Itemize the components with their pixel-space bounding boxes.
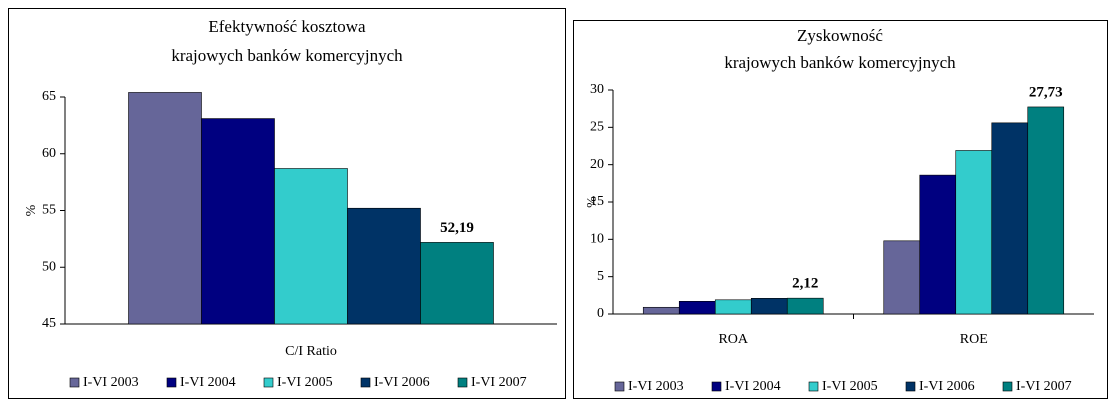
- legend-label: I-VI 2006: [919, 379, 975, 394]
- panel-frame: [573, 20, 1108, 399]
- bar: [128, 92, 202, 325]
- legend-swatch: [166, 377, 177, 388]
- legend-swatch: [1002, 381, 1013, 392]
- x-tick-label: ROE: [960, 332, 988, 347]
- y-axis-label: %: [24, 204, 39, 216]
- y-tick-label: 10: [590, 232, 604, 247]
- legend-label: I-VI 2004: [725, 379, 781, 394]
- bar: [678, 301, 716, 315]
- chart-title: krajowych banków komercyjnych: [724, 53, 956, 72]
- legend-label: I-VI 2007: [471, 375, 527, 390]
- legend-swatch: [69, 377, 80, 388]
- x-tick-label: C/I Ratio: [285, 344, 337, 359]
- legend-label: I-VI 2003: [83, 375, 139, 390]
- bar: [1027, 106, 1065, 315]
- legend-label: I-VI 2006: [374, 375, 430, 390]
- legend-swatch: [263, 377, 274, 388]
- legend-swatch: [808, 381, 819, 392]
- y-tick-label: 30: [590, 82, 604, 97]
- data-label: 2,12: [792, 276, 818, 292]
- bar: [274, 168, 348, 325]
- legend-label: I-VI 2005: [822, 379, 878, 394]
- y-tick-label: 60: [42, 146, 56, 161]
- data-label: 27,73: [1029, 84, 1063, 100]
- data-label: 52,19: [440, 220, 474, 236]
- bar: [201, 118, 275, 325]
- bar: [991, 122, 1029, 315]
- y-tick-label: 65: [42, 89, 56, 104]
- legend-swatch: [905, 381, 916, 392]
- bar: [919, 174, 957, 315]
- chart-title: Efektywność kosztowa: [208, 17, 366, 36]
- y-axis-label: %: [585, 196, 600, 208]
- bar: [420, 242, 494, 325]
- legend-swatch: [711, 381, 722, 392]
- bar: [955, 150, 993, 315]
- y-tick-label: 15: [590, 194, 604, 209]
- y-tick-label: 5: [597, 269, 604, 284]
- panel-frame: [8, 8, 566, 399]
- chart-title: krajowych banków komercyjnych: [171, 46, 403, 65]
- y-tick-label: 55: [42, 203, 56, 218]
- legend-label: I-VI 2005: [277, 375, 333, 390]
- bar: [714, 299, 752, 315]
- legend-swatch: [360, 377, 371, 388]
- y-tick-label: 0: [597, 306, 604, 321]
- bar: [883, 240, 921, 315]
- chart-title: Zyskowność: [797, 26, 883, 45]
- legend-label: I-VI 2004: [180, 375, 236, 390]
- legend-label: I-VI 2007: [1016, 379, 1072, 394]
- y-tick-label: 25: [590, 120, 604, 135]
- bar: [347, 207, 421, 325]
- y-tick-label: 50: [42, 259, 56, 274]
- legend-swatch: [457, 377, 468, 388]
- legend-swatch: [614, 381, 625, 392]
- bar: [642, 306, 680, 315]
- legend-label: I-VI 2003: [628, 379, 684, 394]
- x-tick-label: ROA: [718, 332, 748, 347]
- bar: [786, 297, 824, 315]
- bar: [750, 298, 788, 315]
- y-tick-label: 20: [590, 157, 604, 172]
- y-tick-label: 45: [42, 316, 56, 331]
